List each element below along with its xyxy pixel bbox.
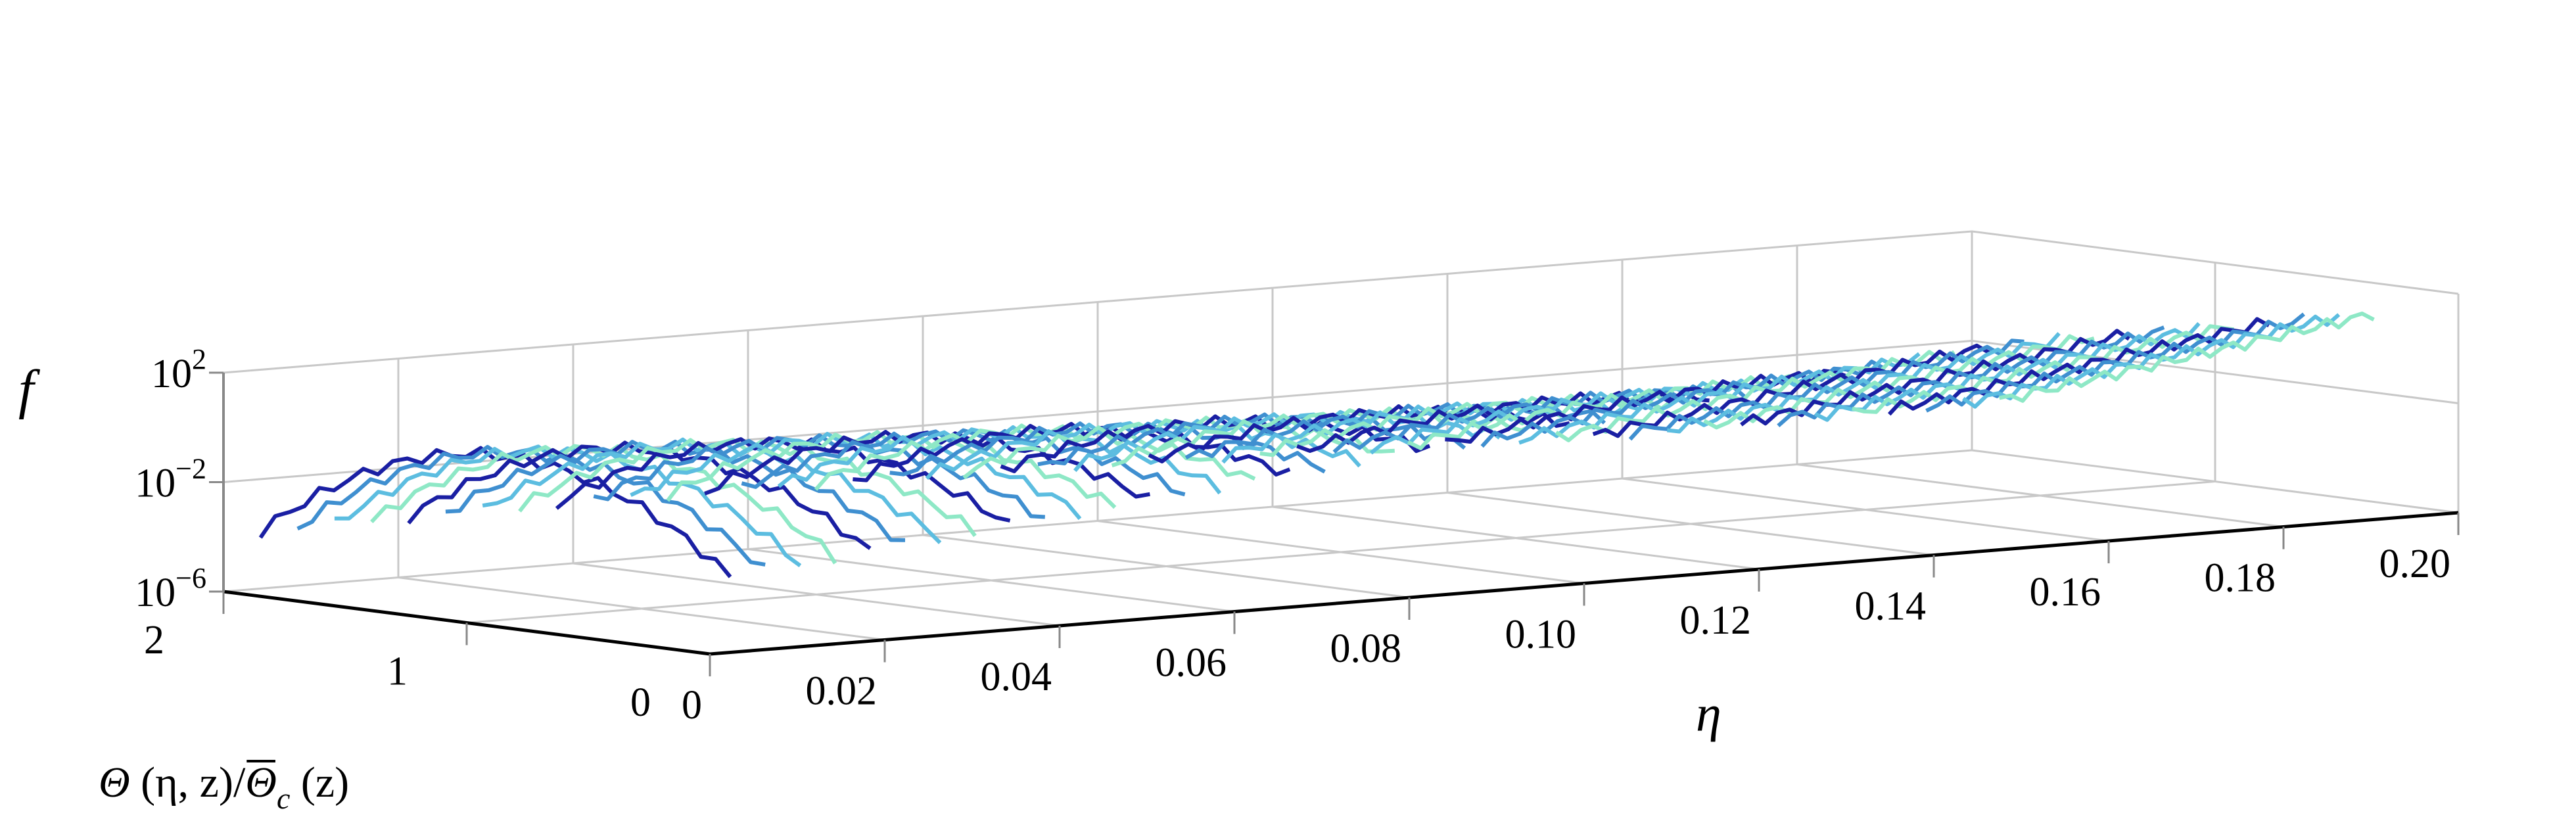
eta-tick-label-8: 0.16 xyxy=(2030,570,2101,615)
series-line-2 xyxy=(334,444,802,568)
series-line-46 xyxy=(1962,313,2341,409)
eta-tick-label-5: 0.10 xyxy=(1505,613,1577,657)
eta-tick-label-6: 0.12 xyxy=(1680,598,1752,643)
series-line-13 xyxy=(741,428,1186,497)
series-line-5 xyxy=(445,439,906,542)
series-line-18 xyxy=(925,419,1361,480)
theta-tick-label-0: 0 xyxy=(630,680,651,725)
series-line-11 xyxy=(666,430,1117,509)
theta-tick-label-1: 1 xyxy=(387,649,408,694)
theta-tick-label-2: 2 xyxy=(144,618,164,663)
f-tick-label-2: 102 xyxy=(151,343,206,396)
f-tick-label-1: 10−2 xyxy=(135,453,206,506)
grid-line-f-0 xyxy=(223,339,2459,483)
series-line-42 xyxy=(1814,321,2201,422)
eta-axis-title: η xyxy=(1696,685,1721,742)
curve-layer xyxy=(258,312,2375,578)
series-line-32 xyxy=(1445,369,1850,444)
series-line-4 xyxy=(407,440,872,550)
series-line-39 xyxy=(1703,334,2095,430)
axis-layer xyxy=(209,371,2460,676)
eta-tick-label-3: 0.06 xyxy=(1156,641,1227,686)
series-line-43 xyxy=(1852,324,2235,414)
series-line-35 xyxy=(1555,350,1955,442)
eta-tick-label-2: 0.04 xyxy=(981,655,1052,699)
series-line-23 xyxy=(1111,406,1535,468)
grid-line-theta-2 xyxy=(223,231,1973,593)
grid-line-f-1 xyxy=(223,230,2459,374)
f-tick-label-0: 10−6 xyxy=(135,562,206,615)
series-line-31 xyxy=(1407,373,1816,450)
eta-tick-label-4: 0.08 xyxy=(1330,626,1402,671)
eta-tick-label-0: 0 xyxy=(682,683,702,728)
series-line-19 xyxy=(962,415,1395,480)
label-layer: 0 0.02 0.04 0.06 0.08 0.10 0.12 0.14 0.16 0.18 0.2… xyxy=(18,343,2450,815)
eta-tick-label-1: 0.02 xyxy=(806,669,878,714)
theta-axis-title: Θ (η, z)/Θc (z) xyxy=(99,759,349,815)
f-axis-title: f xyxy=(18,359,41,420)
series-line-38 xyxy=(1666,332,2061,434)
series-line-16 xyxy=(853,421,1291,482)
series-line-20 xyxy=(1000,414,1431,473)
eta-tick-label-10: 0.20 xyxy=(2379,542,2451,586)
eta-tick-label-7: 0.14 xyxy=(1855,584,1927,629)
grid-line-eta-2 xyxy=(572,344,1060,627)
series-line-45 xyxy=(1925,312,2305,413)
grid-line-eta-1 xyxy=(397,358,885,641)
series-line-47 xyxy=(1998,312,2375,403)
eta-tick-label-9: 0.18 xyxy=(2205,556,2276,601)
grid-line-eta-0 xyxy=(222,373,711,655)
